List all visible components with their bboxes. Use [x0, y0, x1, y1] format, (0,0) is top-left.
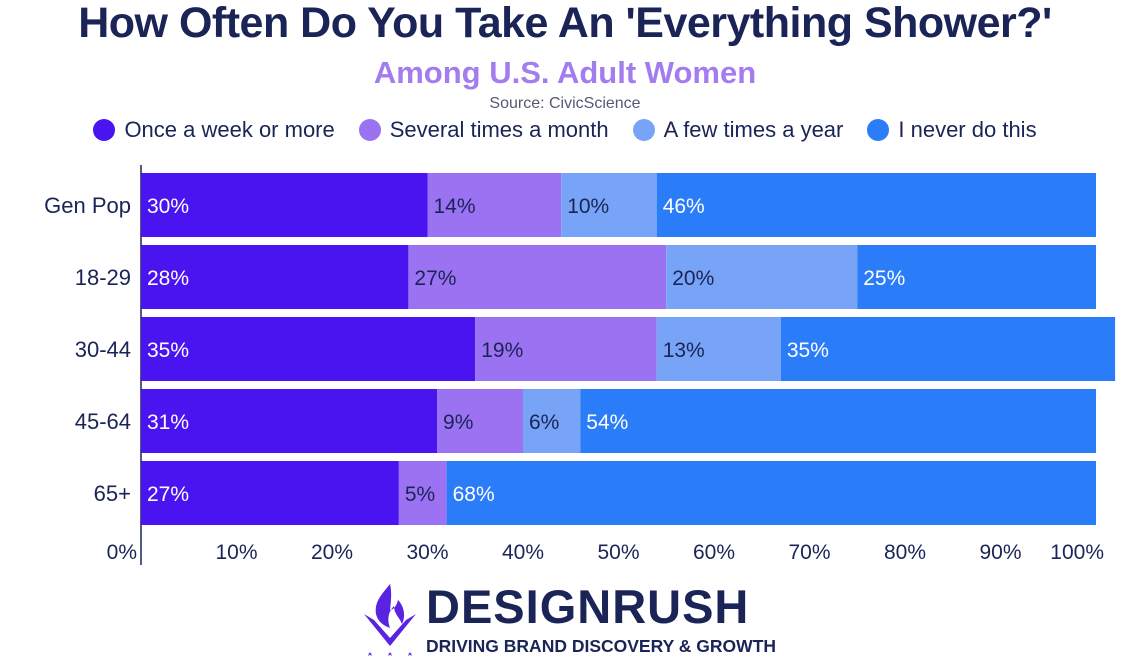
bar-segment — [437, 389, 523, 453]
bar-segment — [561, 173, 657, 237]
x-tick-label: 0% — [107, 541, 137, 564]
legend-swatch — [632, 119, 655, 141]
bar-segment — [656, 173, 1096, 237]
flame-shield-icon — [364, 584, 416, 656]
bar-segment — [446, 461, 1097, 525]
legend-item-3: I never do this — [867, 117, 1037, 143]
x-tick-label: 30% — [406, 541, 448, 564]
bar-segment — [141, 461, 399, 525]
data-label: 27% — [414, 267, 456, 290]
legend-label: Once a week or more — [124, 117, 335, 142]
category-label: Gen Pop — [44, 193, 131, 218]
legend-swatch — [358, 119, 381, 141]
chart-source: Source: CivicScience — [489, 95, 641, 112]
data-label: 20% — [672, 267, 714, 290]
designrush-logo: DESIGNRUSH DRIVING BRAND DISCOVERY & GRO… — [360, 580, 790, 665]
bar-segment — [523, 389, 581, 453]
x-tick-label: 50% — [597, 541, 639, 564]
legend-swatch — [93, 119, 116, 141]
bar-segment — [580, 389, 1096, 453]
x-tick-label: 40% — [502, 541, 544, 564]
data-label: 14% — [434, 195, 476, 218]
bar-segment — [398, 461, 447, 525]
data-label: 10% — [567, 195, 609, 218]
logo-tagline: DRIVING BRAND DISCOVERY & GROWTH — [426, 636, 777, 656]
x-tick-label: 10% — [215, 541, 257, 564]
chart-subtitle: Among U.S. Adult Women — [373, 55, 757, 90]
category-label: 30-44 — [75, 337, 131, 362]
legend-label: A few times a year — [663, 117, 844, 142]
data-label: 19% — [481, 339, 523, 362]
chart-title: How Often Do You Take An 'Everything Sho… — [78, 0, 1052, 47]
data-label: 6% — [529, 411, 559, 434]
data-label: 27% — [147, 483, 189, 506]
bar-segment — [780, 317, 1116, 381]
data-label: 35% — [147, 339, 189, 362]
data-label: 31% — [147, 411, 189, 434]
data-label: 30% — [147, 195, 189, 218]
bar-segment — [141, 173, 428, 237]
legend-label: I never do this — [898, 117, 1037, 142]
data-label: 13% — [663, 339, 705, 362]
bar-segment — [408, 245, 667, 309]
bar-segment — [666, 245, 858, 309]
data-label: 68% — [453, 483, 495, 506]
data-label: 25% — [863, 267, 905, 290]
category-label: 18-29 — [75, 265, 131, 290]
legend-item-0: Once a week or more — [93, 117, 335, 143]
x-tick-label: 90% — [979, 541, 1021, 564]
category-label: 65+ — [94, 481, 131, 506]
logo-wordmark: DESIGNRUSH — [426, 580, 750, 633]
bar-segment — [656, 317, 781, 381]
x-tick-label: 60% — [693, 541, 735, 564]
bar-segment — [141, 389, 438, 453]
x-tick-label: 20% — [311, 541, 353, 564]
bar-segment — [141, 245, 409, 309]
bar-segment — [475, 317, 657, 381]
bar-segment — [427, 173, 562, 237]
legend-swatch — [867, 119, 890, 141]
x-tick-label: 70% — [788, 541, 830, 564]
legend-label: Several times a month — [389, 117, 609, 142]
data-label: 5% — [405, 483, 435, 506]
bar-segment — [857, 245, 1096, 309]
legend-item-2: A few times a year — [632, 117, 844, 143]
data-label: 28% — [147, 267, 189, 290]
data-label: 35% — [787, 339, 829, 362]
data-label: 9% — [443, 411, 473, 434]
data-label: 54% — [586, 411, 628, 434]
x-tick-label: 80% — [884, 541, 926, 564]
x-tick-label: 100% — [1050, 541, 1104, 564]
category-label: 45-64 — [75, 409, 131, 434]
bar-segment — [141, 317, 476, 381]
data-label: 46% — [663, 195, 705, 218]
stacked-bar-chart: Gen Pop 30% 14% 10% 46% 18-29 28% 27% 20% 25% 30-4… — [44, 165, 1116, 565]
legend-item-1: Several times a month — [358, 117, 609, 143]
chart-legend: Once a week or more Several times a mont… — [0, 117, 1130, 143]
